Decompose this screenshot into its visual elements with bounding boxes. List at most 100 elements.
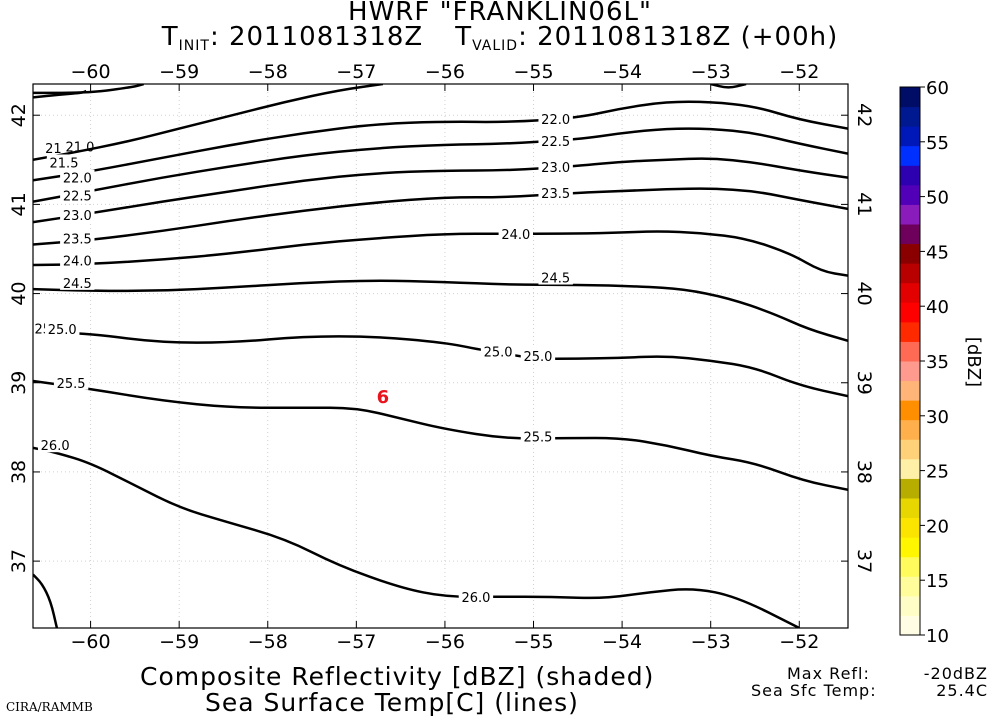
contour-label: 22.5	[541, 135, 570, 150]
footer-sst-label: Sea Surface Temp[C] (lines)	[205, 688, 579, 717]
colorbar-tick-label: 15	[926, 571, 949, 592]
contour-label-bg	[60, 230, 95, 246]
colorbar-swatch	[900, 302, 920, 323]
contour-line-23.0	[33, 157, 848, 224]
colorbar-tick-label: 55	[926, 133, 949, 154]
x-tick-label-top: −54	[602, 61, 642, 83]
t-valid-sub: VALID	[472, 38, 519, 54]
colorbar-swatch	[900, 439, 920, 460]
credit-text: CIRA/RAMMB	[6, 700, 93, 714]
contour-label-bg	[45, 321, 80, 337]
chart-times: TINIT: 2011081318Z TVALID: 2011081318Z (+…	[0, 22, 1000, 54]
x-tick-label-bottom: −54	[602, 631, 642, 653]
colorbar-swatch	[900, 419, 920, 440]
x-tick-label-top: −57	[336, 61, 376, 83]
contour-label-bg	[60, 274, 95, 290]
contour-label-bg	[37, 437, 73, 453]
contour-line-24.5	[33, 279, 848, 343]
colorbar-swatch	[900, 263, 920, 284]
t-init-sub: INIT	[178, 38, 210, 54]
contour-label: 24.0	[63, 255, 92, 270]
contour-label-bg	[538, 158, 573, 174]
contour-label-bg	[458, 588, 494, 604]
contour-label: 26.0	[41, 439, 70, 454]
colorbar-swatch	[900, 380, 920, 401]
contour-label: 26.0	[461, 591, 490, 606]
colorbar-swatch	[900, 87, 920, 108]
storm-marker: 6	[377, 387, 390, 408]
contour-label-bg	[60, 169, 95, 185]
colorbar-tick-label: 10	[926, 626, 949, 647]
x-tick-label-top: −55	[513, 61, 553, 83]
colorbar-swatch	[900, 400, 920, 421]
colorbar-swatch	[900, 126, 920, 147]
t-valid-label: T	[455, 22, 473, 52]
y-tick-label-right: 42	[853, 103, 875, 127]
y-tick-label-left: 42	[8, 103, 30, 127]
colorbar-swatch	[900, 204, 920, 225]
contour-line-25.0	[33, 330, 848, 398]
x-tick-label-top: −52	[779, 61, 819, 83]
y-tick-label-right: 41	[853, 192, 875, 216]
colorbar-swatch	[900, 341, 920, 362]
contour-label: 22.0	[541, 113, 570, 128]
colorbar-tick-label: 25	[926, 462, 949, 483]
colorbar-tick-label: 35	[926, 352, 949, 373]
contour-label-bg	[60, 187, 95, 203]
y-tick-label-right: 40	[853, 281, 875, 305]
y-tick-label-right: 39	[853, 371, 875, 395]
colorbar-swatch	[900, 537, 920, 558]
colorbar-swatch	[900, 224, 920, 245]
colorbar-swatch	[900, 498, 920, 519]
colorbar-swatch	[900, 576, 920, 597]
contour-label-bg	[520, 428, 556, 444]
contour-label-bg	[60, 252, 95, 268]
contour-label: 23.0	[63, 209, 92, 224]
chart-title: HWRF "FRANKLIN06L"	[348, 0, 652, 27]
y-tick-label-right: 38	[853, 460, 875, 484]
x-tick-label-bottom: −59	[159, 631, 199, 653]
contour-label-bg	[538, 110, 573, 126]
contour-label: 24.0	[501, 228, 530, 243]
colorbar-swatch	[900, 243, 920, 264]
colorbar-tick-label: 50	[926, 188, 949, 209]
contour-label: 22.5	[63, 189, 92, 204]
plot-frame	[32, 83, 849, 629]
x-tick-label-bottom: −57	[336, 631, 376, 653]
colorbar-swatch	[900, 321, 920, 342]
contour-label-bg	[538, 184, 573, 200]
x-tick-label-top: −58	[248, 61, 288, 83]
contour-label-bg	[480, 343, 516, 359]
max-refl-label: Max Refl:	[787, 664, 870, 683]
t-valid-value: : 2011081318Z (+00h)	[518, 22, 839, 52]
colorbar-tick-label: 20	[926, 516, 949, 537]
x-tick-label-bottom: −60	[71, 631, 111, 653]
y-tick-label-left: 38	[8, 460, 30, 484]
contour-label: 25.5	[523, 430, 552, 445]
sst-label: Sea Sfc Temp:	[751, 681, 877, 700]
colorbar-tick-label: 60	[926, 78, 949, 99]
contour-label-bg	[538, 269, 573, 285]
contour-line-22.0	[33, 100, 848, 182]
colorbar-tick-label: 45	[926, 242, 949, 263]
y-tick-label-left: 41	[8, 192, 30, 216]
contour-line-25.5	[33, 379, 848, 492]
contour-label: 22.0	[63, 172, 92, 187]
contour-label-bg	[53, 374, 89, 390]
colorbar-swatch	[900, 615, 920, 636]
contour-line-23.5	[33, 187, 848, 246]
colorbar-swatch	[900, 595, 920, 616]
contour-label: 24.5	[63, 277, 92, 292]
y-tick-label-left: 39	[8, 371, 30, 395]
x-tick-label-bottom: −55	[513, 631, 553, 653]
x-tick-label-bottom: −56	[425, 631, 465, 653]
y-tick-label-left: 40	[8, 281, 30, 305]
contour-label: 24.5	[541, 272, 570, 287]
contour-label: 23.5	[541, 187, 570, 202]
contour-line-coast-w	[33, 573, 59, 628]
colorbar-label: [dBZ]	[963, 337, 984, 387]
max-refl-value: -20dBZ	[923, 664, 988, 683]
x-tick-label-top: −60	[71, 61, 111, 83]
colorbar-swatch	[900, 165, 920, 186]
